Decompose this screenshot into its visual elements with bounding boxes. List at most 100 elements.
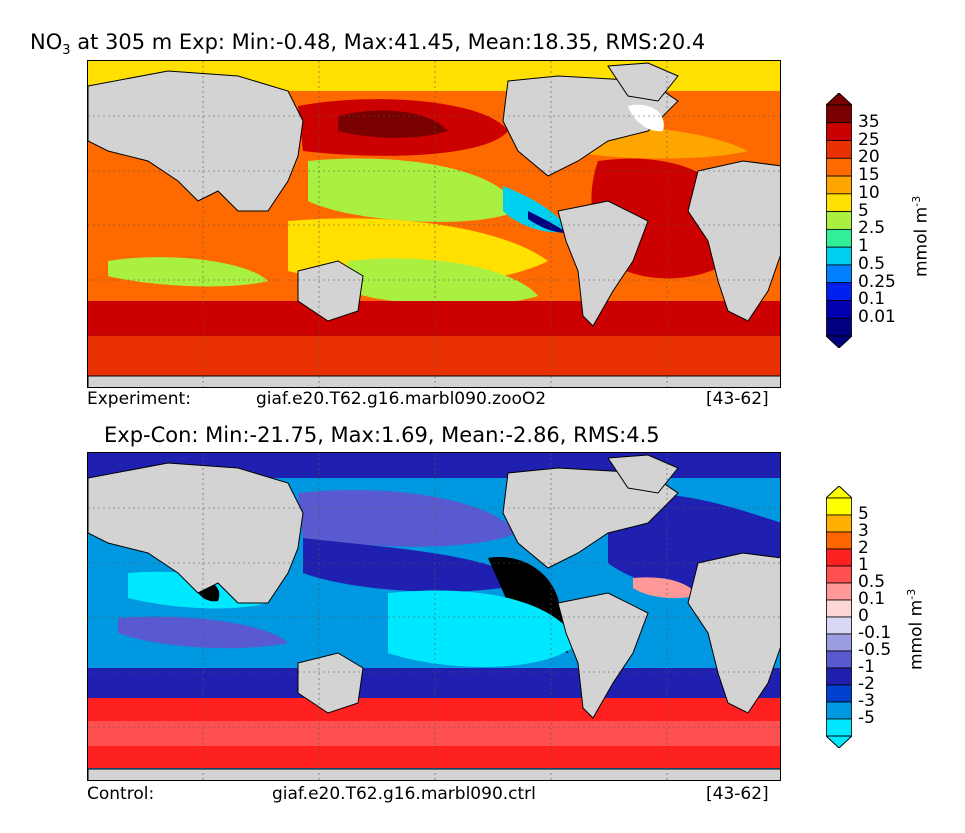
colorbar-tick-label: 25 <box>858 129 880 150</box>
colorbar-swatch <box>826 246 852 266</box>
colorbar-tick-label: -0.5 <box>858 640 892 660</box>
footer-label-bottom: Control: <box>87 784 155 804</box>
title-variable-subscript: 3 <box>62 43 71 59</box>
colorbar-tick-label: 5 <box>858 504 869 524</box>
land-australia-b <box>297 652 364 714</box>
footer-case-top: giaf.e20.T62.g16.marbl090.zooO2 <box>256 389 547 409</box>
land-australia <box>297 260 364 322</box>
land-africa <box>687 160 780 322</box>
colorbar-swatch <box>826 616 852 635</box>
colorbar-swatch <box>826 122 852 141</box>
colorbar-swatch <box>826 193 852 213</box>
unit-text-bottom: mmol m <box>906 599 927 670</box>
colorbar-tick-label: 20 <box>858 147 880 168</box>
colorbar-tick-label: 0.1 <box>858 289 886 310</box>
land-eurasia-b <box>88 462 304 604</box>
colorbar-swatch <box>826 140 852 159</box>
colorbar-swatch <box>826 667 852 686</box>
colorbar-tick-label: 1 <box>858 555 869 575</box>
indian-green <box>108 257 268 287</box>
colorbar-swatch <box>826 175 852 195</box>
southern-pink-band <box>88 721 780 746</box>
map-top <box>87 60 781 388</box>
colorbar-swatch <box>826 514 852 533</box>
colorbar-tick-label: 2.5 <box>858 218 886 239</box>
colorbar-swatch <box>826 104 852 124</box>
colorbar-tick-label: 3 <box>858 521 869 541</box>
colorbar-swatch <box>826 300 852 319</box>
colorbar-extend-top <box>824 92 854 106</box>
sea-ice <box>628 104 664 132</box>
colorbar-top-unit: mmol m-3 <box>910 196 932 277</box>
colorbar-swatch <box>826 565 852 584</box>
colorbar-tick-label: 10 <box>858 182 880 203</box>
colorbar-tick-label: -5 <box>858 708 875 728</box>
colorbar-swatch <box>826 497 852 516</box>
colorbar-extend-bottom <box>824 335 854 349</box>
colorbar-bottom <box>824 485 854 752</box>
colorbar-bottom-swatches <box>824 485 854 749</box>
colorbar-top <box>824 92 854 352</box>
land-greenland <box>607 62 679 102</box>
land-antarctica-b <box>88 768 780 780</box>
colorbar-tick-label: -1 <box>858 657 875 677</box>
colorbar-extend-top <box>824 485 854 499</box>
atlantic-diff-positive <box>633 577 698 599</box>
north-pacific-diff <box>298 489 518 547</box>
colorbar-tick-label: 2 <box>858 538 869 558</box>
colorbar-tick-label: -3 <box>858 691 875 711</box>
south-pacific-green <box>348 258 538 306</box>
colorbar-swatch <box>826 211 852 230</box>
colorbar-tick-label: -2 <box>858 674 875 694</box>
colorbar-swatch <box>826 282 852 301</box>
colorbar-swatch <box>826 228 852 248</box>
colorbar-tick-label: 0.5 <box>858 253 886 274</box>
colorbar-tick-label: 0.5 <box>858 572 886 592</box>
colorbar-tick-label: 1 <box>858 236 869 257</box>
unit-exp-bottom: -3 <box>905 588 918 600</box>
colorbar-tick-label: 0 <box>858 606 869 626</box>
omz-min <box>528 211 566 233</box>
colorbar-swatch <box>826 548 852 567</box>
colorbar-tick-label: 0.01 <box>858 307 896 328</box>
colorbar-swatch <box>826 157 852 177</box>
north-pacific-diff-2 <box>303 538 528 592</box>
colorbar-bottom-unit: mmol m-3 <box>905 589 927 670</box>
north-pacific-max <box>338 110 448 138</box>
map-bottom <box>87 452 781 781</box>
colorbar-swatch <box>826 582 852 601</box>
pacific-green <box>308 158 518 222</box>
colorbar-swatch <box>826 650 852 669</box>
footer-label-top: Experiment: <box>87 389 191 409</box>
pacific-cyan <box>388 590 578 667</box>
land-antarctica <box>88 375 780 387</box>
land-eurasia <box>88 70 304 212</box>
colorbar-swatch <box>826 531 852 550</box>
land-greenland-b <box>607 454 679 494</box>
panel-title-top: NO3 at 305 m Exp: Min:-0.48, Max:41.45, … <box>30 30 705 58</box>
footer-years-top: [43-62] <box>706 389 769 409</box>
south-indian-diff <box>118 616 288 649</box>
colorbar-tick-label: 15 <box>858 165 880 186</box>
unit-exp-top: -3 <box>910 195 923 207</box>
colorbar-swatch <box>826 264 852 284</box>
panel-title-bottom: Exp-Con: Min:-21.75, Max:1.69, Mean:-2.8… <box>104 423 660 447</box>
colorbar-swatch <box>826 684 852 703</box>
colorbar-tick-label: -0.1 <box>858 623 892 643</box>
land-south-america-b <box>557 592 649 719</box>
colorbar-tick-label: 0.1 <box>858 589 886 609</box>
title-variable: NO <box>30 30 63 54</box>
colorbar-swatch <box>826 633 852 652</box>
land-africa-b <box>687 552 780 714</box>
east-pacific-low <box>503 186 568 233</box>
footer-case-bottom: giaf.e20.T62.g16.marbl090.ctrl <box>272 784 536 804</box>
colorbar-tick-label: 35 <box>858 111 880 132</box>
colorbar-top-swatches <box>824 92 854 349</box>
title-stats: at 305 m Exp: Min:-0.48, Max:41.45, Mean… <box>70 30 706 54</box>
colorbar-swatch <box>826 701 852 720</box>
unit-text-top: mmol m <box>911 206 932 277</box>
colorbar-extend-bottom <box>824 735 854 749</box>
colorbar-swatch <box>826 317 852 337</box>
southern-blue-band <box>88 668 780 698</box>
colorbar-tick-label: 5 <box>858 200 869 221</box>
